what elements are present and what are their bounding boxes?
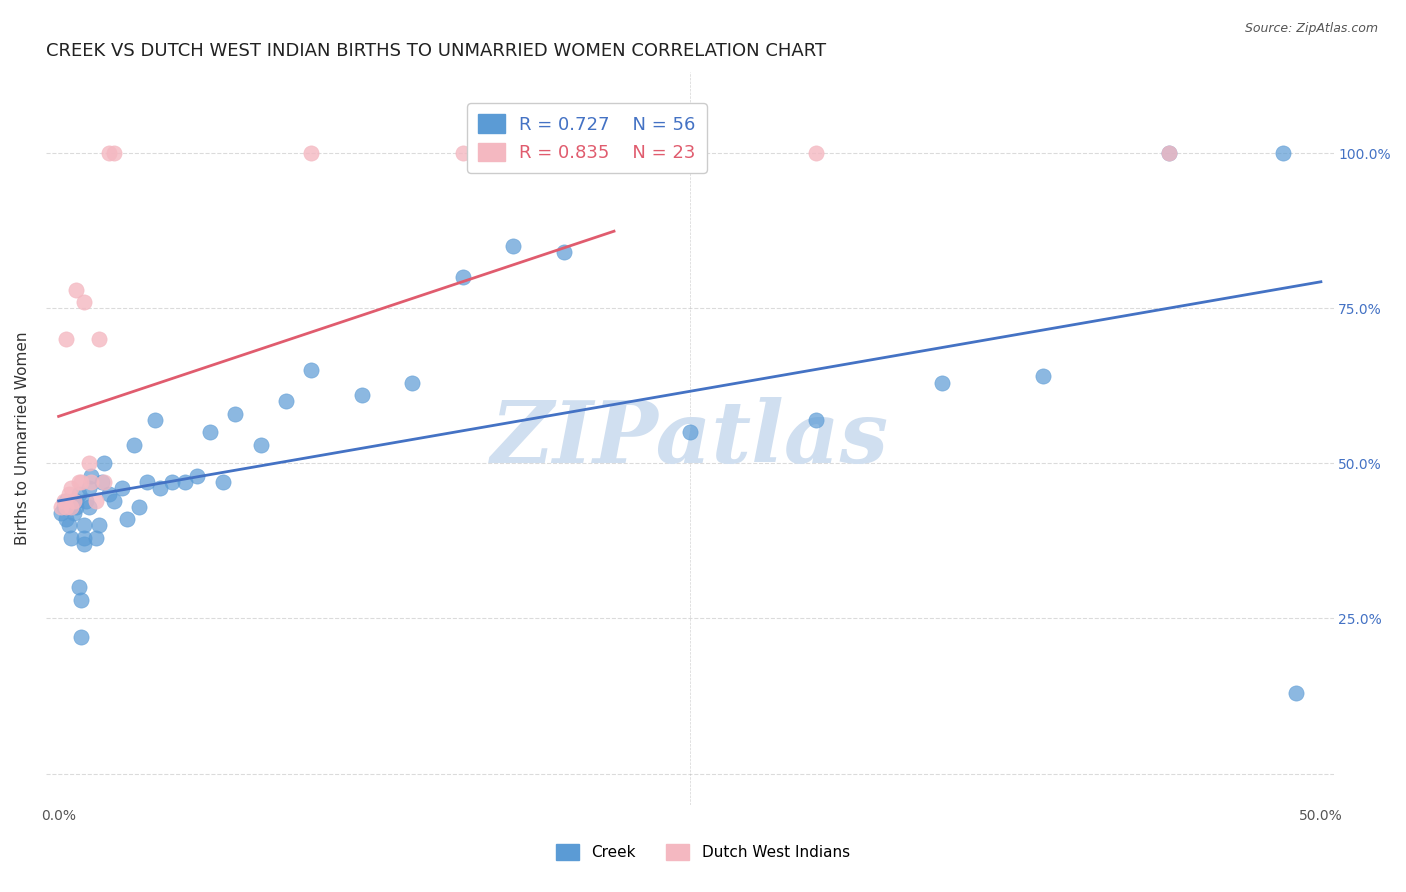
- Point: [98, 487, 121, 501]
- Point: [186, 468, 208, 483]
- Point: [80, 468, 103, 483]
- Point: [55, 512, 77, 526]
- Point: [136, 475, 159, 489]
- Point: [70, 592, 93, 607]
- Point: [75, 493, 97, 508]
- Point: [62, 493, 84, 508]
- Point: [451, 270, 474, 285]
- Point: [73, 518, 96, 533]
- Point: [67, 581, 90, 595]
- Point: [65, 283, 87, 297]
- Point: [70, 475, 93, 489]
- Point: [67, 475, 90, 489]
- Point: [124, 438, 146, 452]
- Point: [77, 481, 100, 495]
- Point: [128, 500, 150, 514]
- Point: [299, 363, 322, 377]
- Point: [93, 456, 115, 470]
- Point: [111, 481, 134, 495]
- Point: [65, 493, 87, 508]
- Point: [502, 239, 524, 253]
- Point: [49, 506, 72, 520]
- Point: [1159, 146, 1181, 161]
- Point: [77, 456, 100, 470]
- Point: [1272, 146, 1295, 161]
- Point: [86, 531, 108, 545]
- Point: [60, 500, 83, 514]
- Point: [55, 493, 77, 508]
- Point: [148, 481, 170, 495]
- Point: [249, 438, 271, 452]
- Point: [1159, 146, 1181, 161]
- Point: [65, 500, 87, 514]
- Point: [80, 475, 103, 489]
- Point: [211, 475, 233, 489]
- Point: [103, 146, 125, 161]
- Point: [86, 493, 108, 508]
- Point: [553, 245, 575, 260]
- Point: [274, 394, 297, 409]
- Legend: R = 0.727    N = 56, R = 0.835    N = 23: R = 0.727 N = 56, R = 0.835 N = 23: [467, 103, 707, 173]
- Point: [224, 407, 246, 421]
- Point: [73, 537, 96, 551]
- Point: [103, 493, 125, 508]
- Point: [98, 146, 121, 161]
- Point: [93, 475, 115, 489]
- Point: [299, 146, 322, 161]
- Point: [55, 500, 77, 514]
- Point: [143, 413, 166, 427]
- Point: [52, 493, 75, 508]
- Point: [49, 500, 72, 514]
- Point: [1032, 369, 1054, 384]
- Point: [451, 146, 474, 161]
- Point: [58, 518, 80, 533]
- Point: [87, 332, 110, 346]
- Text: CREEK VS DUTCH WEST INDIAN BIRTHS TO UNMARRIED WOMEN CORRELATION CHART: CREEK VS DUTCH WEST INDIAN BIRTHS TO UNM…: [46, 42, 827, 60]
- Point: [160, 475, 183, 489]
- Point: [87, 518, 110, 533]
- Point: [62, 506, 84, 520]
- Point: [804, 413, 827, 427]
- Point: [52, 500, 75, 514]
- Legend: Creek, Dutch West Indians: Creek, Dutch West Indians: [550, 838, 856, 866]
- Point: [931, 376, 953, 390]
- Point: [73, 295, 96, 310]
- Point: [198, 425, 221, 440]
- Point: [90, 475, 112, 489]
- Point: [58, 487, 80, 501]
- Point: [62, 493, 84, 508]
- Point: [1285, 686, 1308, 700]
- Point: [401, 376, 423, 390]
- Point: [73, 531, 96, 545]
- Point: [60, 481, 83, 495]
- Point: [55, 332, 77, 346]
- Point: [60, 500, 83, 514]
- Point: [70, 630, 93, 644]
- Point: [60, 531, 83, 545]
- Text: Source: ZipAtlas.com: Source: ZipAtlas.com: [1244, 22, 1378, 36]
- Point: [67, 487, 90, 501]
- Y-axis label: Births to Unmarried Women: Births to Unmarried Women: [15, 332, 30, 545]
- Text: ZIPatlas: ZIPatlas: [491, 397, 889, 480]
- Point: [173, 475, 195, 489]
- Point: [77, 500, 100, 514]
- Point: [115, 512, 138, 526]
- Point: [804, 146, 827, 161]
- Point: [679, 425, 702, 440]
- Point: [350, 388, 373, 402]
